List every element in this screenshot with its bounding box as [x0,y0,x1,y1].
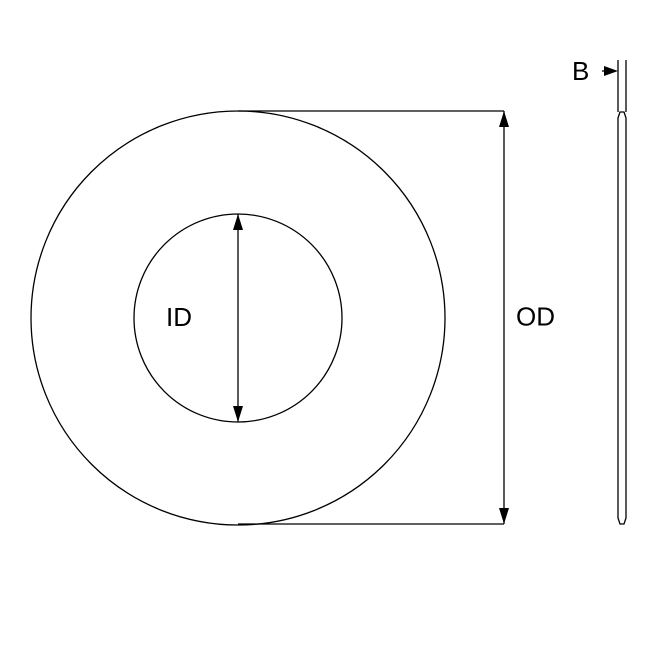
b-label: B [572,56,589,86]
id-label: ID [166,302,192,332]
washer-side-profile [618,112,626,524]
washer-diagram: OD ID B [0,0,670,670]
od-arrow-bottom [499,508,509,524]
b-arrow [604,66,618,76]
id-arrow-bottom [233,406,243,422]
od-label: OD [516,302,555,332]
od-arrow-top [499,111,509,127]
id-arrow-top [233,214,243,230]
